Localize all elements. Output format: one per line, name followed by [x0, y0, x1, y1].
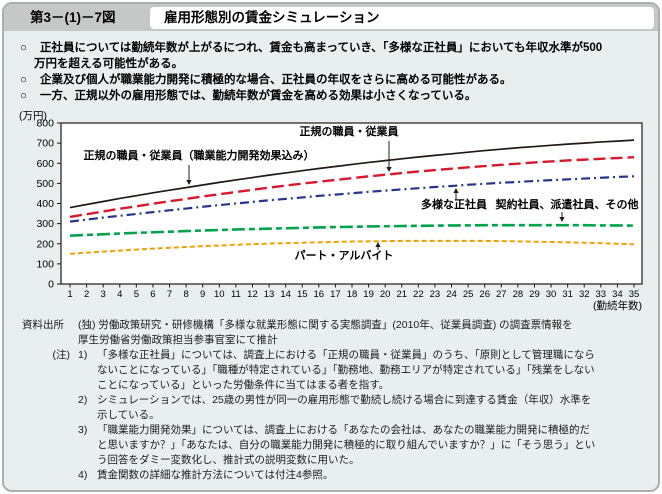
x-tick-label: 5	[134, 289, 139, 300]
bullet-item: ○ 一方、正規以外の雇用形態では、勤続年数が賃金を高める効果は小さくなっている。	[20, 88, 606, 104]
source-text: (独) 労働政策研究・研修機構「多様な就業形態に関する実態調査」(2010年、従…	[78, 319, 573, 346]
x-tick-label: 15	[297, 289, 308, 300]
series-line-contract-dispatch-other	[69, 223, 635, 237]
series-line-regular	[69, 156, 635, 219]
y-tick-label: 800	[36, 118, 54, 130]
bullet-text: 企業及び個人が職業能力開発に積極的な場合、正社員の年収をさらに高める可能性がある…	[39, 74, 512, 86]
figure-number: 第3－(1)－7図	[30, 10, 116, 25]
x-tick-label: 30	[546, 289, 557, 300]
series-label-part-time: パート・アルバイト	[295, 249, 394, 262]
series-label-contract-dispatch-other: 契約社員、派遣社員、その他	[495, 197, 639, 211]
notes-list: 1) 「多様な正社員」については、調査上における「正規の職員・従業員」のうち、「…	[78, 348, 597, 483]
series-label-diverse-regular: 多様な正社員	[421, 197, 487, 211]
note-number: 4)	[78, 469, 88, 481]
figure-title: 雇用形態別の賃金シミュレーション	[164, 10, 380, 25]
x-tick-label: 24	[446, 289, 457, 300]
bullet-text: 正社員については勤続年数が上がるにつれ、賃金も高まっていき、「多様な正社員」にお…	[34, 42, 603, 70]
annotation-arrowhead-icon	[453, 188, 459, 193]
annotation-arrowhead-icon	[559, 217, 565, 222]
note-number: 3)	[78, 424, 88, 436]
x-tick-label: 16	[314, 289, 325, 300]
x-tick-label: 35	[629, 289, 640, 300]
y-tick-label: 100	[36, 258, 54, 270]
note-number: 2)	[78, 394, 88, 406]
x-tick-label: 29	[529, 289, 540, 300]
x-tick-label: 25	[463, 289, 474, 300]
notes-label: (注)	[52, 349, 71, 361]
x-tick-label: 23	[430, 289, 441, 300]
x-tick-label: 21	[396, 289, 407, 300]
x-tick-label: 12	[247, 289, 258, 300]
y-tick-label: 500	[36, 178, 54, 190]
x-tick-label: 10	[214, 289, 225, 300]
note-item: 3) 「職業能力開発効果」については、調査上における「あなたの会社は、あなたの職…	[78, 423, 597, 468]
y-tick-label: 0	[48, 279, 54, 291]
x-tick-label: 28	[513, 289, 524, 300]
bullet-text: 一方、正規以外の雇用形態では、勤続年数が賃金を高める効果は小さくなっている。	[39, 90, 477, 102]
x-tick-label: 27	[496, 289, 507, 300]
note-text: 「多様な正社員」については、調査上における「正規の職員・従業員」のうち、「原則と…	[97, 349, 595, 391]
x-tick-label: 34	[612, 289, 623, 300]
x-tick-label: 13	[264, 289, 275, 300]
x-tick-label: 26	[479, 289, 490, 300]
x-tick-label: 32	[579, 289, 590, 300]
y-tick-label: 700	[36, 138, 54, 150]
x-tick-label: 14	[280, 289, 291, 300]
y-tick-label: 300	[36, 218, 54, 230]
series-line-regular-with-training	[69, 139, 635, 209]
y-tick-label: 200	[36, 238, 54, 250]
x-tick-label: 20	[380, 289, 391, 300]
summary-bullets: ○ 正社員については勤続年数が上がるにつれ、賃金も高まっていき、「多様な正社員」に…	[4, 31, 606, 104]
x-tick-label: 6	[150, 289, 155, 300]
note-text: 「職業能力開発効果」については、調査上における「あなたの会社は、あなたの職業能力…	[97, 424, 596, 466]
x-tick-label: 8	[183, 289, 188, 300]
x-tick-label: 7	[167, 289, 172, 300]
source-row: 資料出所 (独) 労働政策研究・研修機構「多様な就業形態に関する実態調査」(20…	[4, 318, 658, 348]
bullet-item: ○ 企業及び個人が職業能力開発に積極的な場合、正社員の年収をさらに高める可能性があ…	[20, 72, 606, 88]
notes-row: (注) 1) 「多様な正社員」については、調査上における「正規の職員・従業員」の…	[4, 348, 658, 483]
x-tick-label: 31	[562, 289, 573, 300]
x-tick-label: 19	[363, 289, 374, 300]
footnotes: 資料出所 (独) 労働政策研究・研修機構「多様な就業形態に関する実態調査」(20…	[4, 318, 658, 483]
y-axis-unit-label: (万円)	[19, 110, 47, 122]
x-tick-label: 33	[596, 289, 607, 300]
x-tick-label: 3	[101, 289, 106, 300]
source-label: 資料出所	[22, 319, 64, 331]
figure-header: 第3－(1)－7図 雇用形態別の賃金シミュレーション	[4, 4, 658, 31]
x-tick-label: 9	[200, 289, 205, 300]
x-tick-label: 17	[330, 289, 341, 300]
note-text: シミュレーションでは、25歳の男性が同一の雇用形態で勤続し続ける場合に到達する賃…	[97, 394, 592, 421]
figure-title-box: 雇用形態別の賃金シミュレーション	[150, 7, 654, 29]
annotation-arrowhead-icon	[386, 167, 392, 172]
series-label-regular-with-training: 正規の職員・従業員（職業能力開発効果込み）	[84, 148, 315, 162]
x-axis-unit-label: (勤続年数)	[593, 299, 642, 312]
circle-bullet-icon: ○	[20, 42, 27, 54]
note-number: 1)	[78, 349, 88, 361]
x-tick-label: 1	[67, 289, 72, 300]
bullet-item: ○ 正社員については勤続年数が上がるにつれ、賃金も高まっていき、「多様な正社員」に…	[20, 40, 606, 72]
x-tick-label: 22	[413, 289, 424, 300]
annotation-arrowhead-icon	[186, 180, 192, 185]
x-tick-label: 18	[347, 289, 358, 300]
circle-bullet-icon: ○	[20, 74, 27, 86]
note-item: 4) 賃金関数の詳細な推計方法については付注4参照。	[78, 468, 597, 483]
series-label-regular: 正規の職員・従業員	[300, 124, 399, 138]
y-tick-label: 400	[36, 198, 54, 210]
y-tick-label: 600	[36, 158, 54, 170]
circle-bullet-icon: ○	[20, 90, 27, 102]
note-text: 賃金関数の詳細な推計方法については付注4参照。	[97, 469, 334, 481]
note-item: 2) シミュレーションでは、25歳の男性が同一の雇用形態で勤続し続ける場合に到達…	[78, 393, 597, 423]
note-item: 1) 「多様な正社員」については、調査上における「正規の職員・従業員」のうち、「…	[78, 348, 597, 393]
annotation-arrowhead-icon	[375, 242, 381, 247]
x-tick-label: 11	[231, 289, 241, 300]
series-line-part-time	[69, 239, 635, 255]
x-tick-label: 2	[84, 289, 89, 300]
x-tick-label: 4	[117, 289, 122, 300]
